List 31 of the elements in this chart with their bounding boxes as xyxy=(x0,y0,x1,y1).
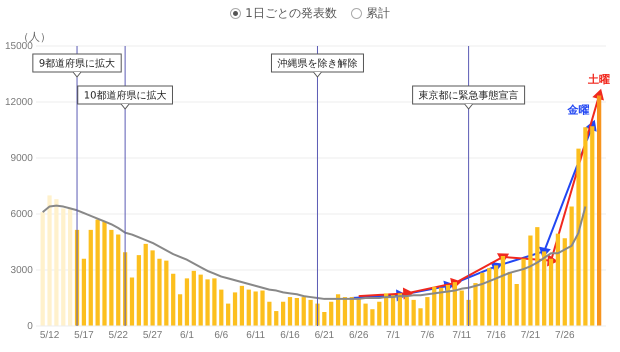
x-tick-label: 5/12 xyxy=(40,330,60,341)
x-tick-label: 6/26 xyxy=(348,330,369,341)
x-tick-label: 6/21 xyxy=(314,330,335,341)
x-tick-label: 7/26 xyxy=(555,330,575,341)
text: 1日ごとの発表数 xyxy=(245,4,337,22)
x-tick-label: 6/1 xyxy=(180,330,194,341)
series-label: 土曜 xyxy=(587,72,610,86)
series-label: 金曜 xyxy=(566,104,590,117)
x-tick-label: 6/6 xyxy=(214,330,229,341)
ref-line-label: 9都道府県に拡大 xyxy=(38,58,116,70)
ref-line-label: 沖縄県を除き解除 xyxy=(277,58,358,70)
y-tick-label: 0 xyxy=(27,320,34,332)
y-tick-label: 15000 xyxy=(4,40,34,52)
text: 累計 xyxy=(366,4,390,22)
x-tick-label: 7/16 xyxy=(486,330,506,341)
y-tick-label: 3000 xyxy=(10,264,34,276)
x-tick-label: 7/21 xyxy=(520,330,541,341)
x-tick-label: 7/11 xyxy=(452,330,472,341)
x-tick-label: 5/22 xyxy=(108,330,128,341)
x-tick-label: 5/27 xyxy=(142,330,163,341)
x-tick-label: 5/17 xyxy=(74,330,94,341)
x-tick-label: 6/16 xyxy=(280,330,300,341)
x-tick-label: 7/6 xyxy=(420,330,435,341)
x-tick-label: 6/11 xyxy=(246,330,266,341)
y-axis-title: （人） xyxy=(18,30,51,44)
ref-line-label: 東京都に緊急事態宣言 xyxy=(418,90,519,102)
x-tick-label: 7/1 xyxy=(386,330,400,341)
y-tick-label: 6000 xyxy=(10,208,34,220)
y-tick-label: 9000 xyxy=(10,152,34,164)
ref-line-label: 10都道府県に拡大 xyxy=(84,90,166,102)
y-tick-label: 12000 xyxy=(4,96,34,108)
